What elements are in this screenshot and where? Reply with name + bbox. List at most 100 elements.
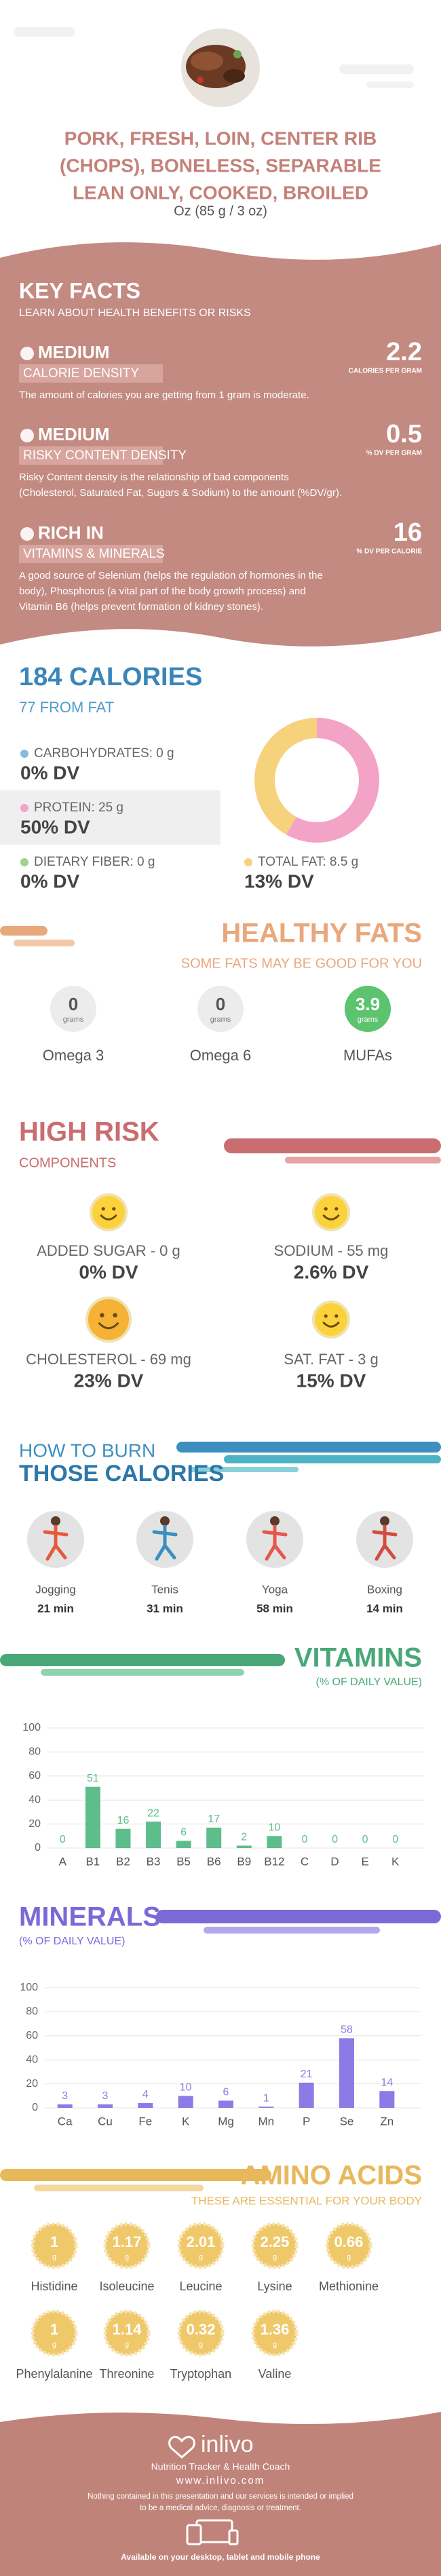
section-title: THOSE CALORIES (19, 1461, 224, 1486)
fact-label: VITAMINS & MINERALS (23, 547, 165, 561)
fact-icon (20, 347, 34, 360)
amino-value: 1.36 (261, 2321, 290, 2338)
x-tick-label: P (303, 2115, 310, 2128)
amino-circle (103, 2222, 151, 2269)
section-title: KEY FACTS (19, 278, 140, 303)
section-title: HOW TO BURN (19, 1440, 155, 1461)
fat-unit: grams (210, 1016, 231, 1024)
activity-name: Yoga (262, 1583, 288, 1596)
bar (98, 2104, 113, 2108)
bar (138, 2102, 153, 2108)
nutrient-label: DIETARY FIBER: 0 g (34, 855, 155, 869)
section-subtitle: COMPONENTS (19, 1155, 116, 1170)
fact-icon (20, 429, 34, 442)
amino-circle (103, 2309, 151, 2357)
bar-value-label: 51 (87, 1773, 99, 1784)
fact-description: Vitamin B6 (helps prevent formation of k… (19, 601, 263, 613)
activity-time: 21 min (37, 1602, 74, 1615)
title-line: (CHOPS), BONELESS, SEPARABLE (60, 155, 381, 176)
nutrient-label: PROTEIN: 25 g (34, 801, 123, 815)
amino-circle (325, 2222, 372, 2269)
nutrient-dot (20, 804, 28, 812)
amino-name: Tryptophan (170, 2367, 231, 2381)
disclaimer: to be a medical advice, diagnosis or tre… (140, 2504, 301, 2512)
x-tick-label: Fe (138, 2115, 152, 2128)
figure-head (270, 1516, 280, 1526)
bar-value-label: 0 (332, 1834, 338, 1845)
smiley-eye (101, 1207, 105, 1211)
x-tick-label: B6 (207, 1855, 221, 1868)
y-tick-label: 0 (35, 1842, 41, 1853)
x-tick-label: A (59, 1855, 67, 1868)
donut-segment (286, 718, 380, 843)
y-tick-label: 0 (32, 2102, 38, 2113)
y-tick-label: 60 (26, 2030, 38, 2041)
brand: inlivo (201, 2431, 253, 2457)
section-title: HEALTHY FATS (221, 919, 422, 948)
fat-circle (50, 986, 96, 1032)
chart-subtitle: (% OF DAILY VALUE) (19, 1936, 125, 1947)
amino-name: Methionine (319, 2280, 379, 2293)
bar-value-label: 0 (60, 1834, 66, 1845)
amino-name: Phenylalanine (16, 2367, 92, 2381)
nutrient-label: CARBOHYDRATES: 0 g (34, 746, 174, 761)
bar-value-label: 0 (362, 1834, 368, 1845)
decor (0, 27, 441, 2576)
fat-name: Omega 3 (43, 1047, 104, 1064)
amino-unit: g (52, 2253, 56, 2261)
risk-dv: 15% DV (296, 1370, 366, 1391)
activity-name: Jogging (35, 1583, 76, 1596)
fat-value: 0 (69, 994, 78, 1014)
amino-unit: g (125, 2341, 129, 2349)
y-tick-label: 20 (28, 1818, 41, 1830)
bar-value-label: 58 (341, 2024, 353, 2036)
x-tick-label: Zn (380, 2115, 394, 2128)
amino-value: 1.17 (113, 2233, 142, 2250)
bar-value-label: 6 (223, 2087, 229, 2098)
x-tick-label: B5 (176, 1855, 191, 1868)
amino-value: 1.14 (113, 2321, 142, 2338)
fat-circle (197, 986, 244, 1032)
amino-unit: g (273, 2341, 277, 2349)
figure-body (43, 1524, 69, 1561)
y-tick-label: 100 (20, 1982, 38, 1993)
title-line: PORK, FRESH, LOIN, CENTER RIB (64, 128, 377, 149)
x-tick-label: K (182, 2115, 190, 2128)
amino-circle (251, 2222, 299, 2269)
activity-time: 31 min (147, 1602, 183, 1615)
nutrient-dv: 0% DV (20, 870, 79, 891)
smiley-eye (324, 1314, 328, 1318)
figure-head (160, 1516, 170, 1526)
smiley (90, 1193, 128, 1231)
x-tick-label: K (391, 1855, 400, 1868)
amino-unit: g (347, 2253, 351, 2261)
calories-title: 184 CALORIES (19, 663, 202, 691)
x-tick-label: Ca (58, 2115, 73, 2128)
smiley (312, 1193, 350, 1231)
fact-unit: CALORIES PER GRAM (349, 368, 422, 375)
device-icon (186, 2524, 202, 2545)
amino-name: Valine (258, 2367, 292, 2381)
figure-body (152, 1524, 178, 1561)
bar (258, 2107, 274, 2108)
x-tick-label: D (330, 1855, 339, 1868)
availability: Available on your desktop, tablet and mo… (121, 2552, 320, 2562)
risk-label: SAT. FAT - 3 g (284, 1351, 378, 1368)
fact-label: CALORIE DENSITY (23, 366, 139, 381)
fact-description: (Cholesterol, Saturated Fat, Sugars & So… (19, 487, 342, 499)
bar-value-label: 22 (147, 1807, 159, 1819)
bar (339, 2038, 354, 2108)
y-tick-label: 80 (28, 1746, 41, 1758)
nutrient-dot (20, 858, 28, 866)
fact-description: body), Phosphorus (a vital part of the b… (19, 585, 306, 597)
y-tick-label: 40 (28, 1794, 41, 1805)
chart-subtitle: (% OF DAILY VALUE) (316, 1676, 422, 1688)
smiley-eye (100, 1313, 104, 1318)
url: www.inlivo.com (176, 2475, 265, 2486)
amino-name: Histidine (31, 2280, 77, 2293)
fact-description: The amount of calories you are getting f… (19, 389, 309, 401)
x-tick-label: B12 (264, 1855, 284, 1868)
nutrient-dot (244, 858, 252, 866)
figure-head (380, 1516, 389, 1526)
